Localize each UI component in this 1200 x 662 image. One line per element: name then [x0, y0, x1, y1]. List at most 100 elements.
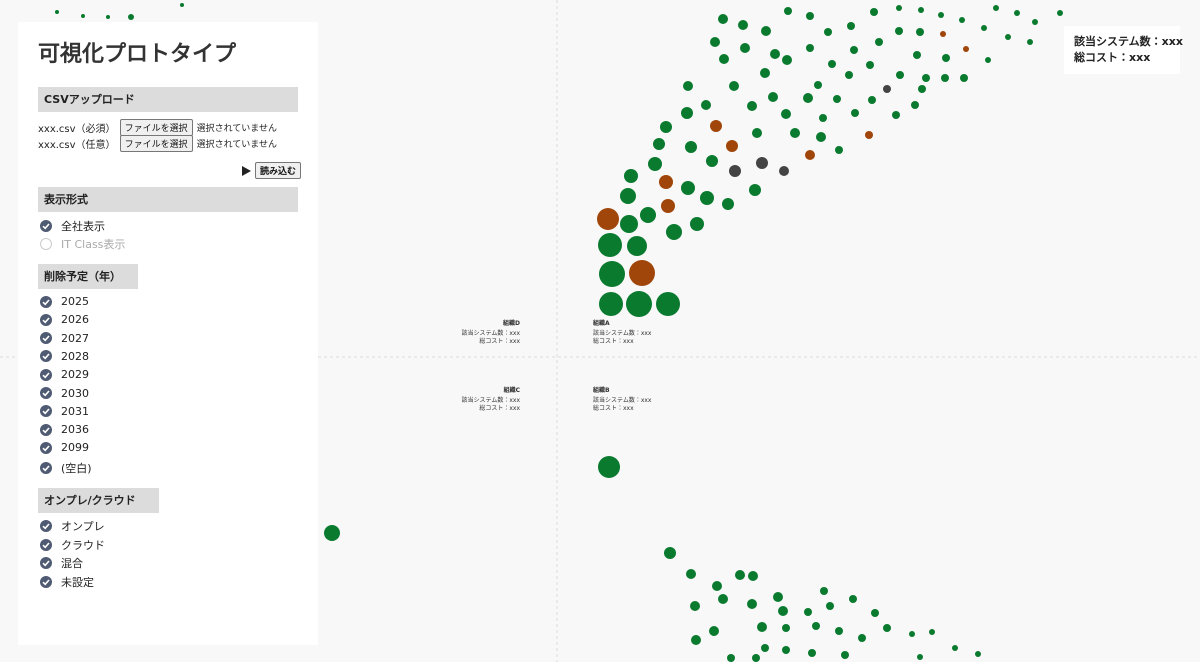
dot	[747, 599, 757, 609]
dot	[757, 622, 767, 632]
file-button[interactable]: ファイルを選択	[119, 119, 193, 136]
check-icon	[40, 461, 52, 474]
org-systems: 該当システム数：xxx	[593, 396, 652, 404]
dot	[666, 224, 682, 240]
dot	[1032, 19, 1038, 25]
icon-check	[42, 223, 50, 230]
summary-cost: 総コスト：xxx	[1074, 51, 1151, 64]
dot	[940, 31, 946, 37]
file-button[interactable]: ファイルを選択	[119, 135, 193, 152]
org-cost: 総コスト：xxx	[479, 404, 520, 412]
checkbox-option[interactable]: 2027	[40, 332, 89, 345]
file-status: 選択されていません	[196, 124, 278, 134]
icon-check	[42, 335, 50, 342]
radio-option[interactable]: IT Class表示	[40, 236, 125, 252]
check-icon	[40, 520, 52, 532]
dot	[938, 12, 944, 18]
load-button[interactable]: 読み込む	[255, 162, 302, 179]
dot	[824, 28, 832, 36]
section-header: 削除予定（年）	[38, 264, 138, 289]
dot	[917, 654, 923, 660]
checkbox-option[interactable]: 未設定	[40, 574, 94, 590]
dot	[761, 26, 771, 36]
dot	[683, 81, 693, 91]
dot	[952, 645, 958, 651]
org-label: 組織D	[502, 319, 520, 327]
dot	[735, 570, 745, 580]
side-panel: 可視化プロトタイプ CSVアップロード xxx.csv（必須） ファイルを選択 選択…	[18, 22, 318, 645]
dot	[782, 646, 790, 654]
dot	[719, 54, 729, 64]
checkbox-option[interactable]: 2025	[40, 295, 89, 308]
icon-fill	[40, 332, 52, 345]
checkbox-option[interactable]: (空白)	[40, 460, 92, 476]
dot	[709, 626, 719, 636]
dot	[749, 184, 761, 196]
dot	[896, 5, 902, 11]
dot	[909, 631, 915, 637]
checkbox-option[interactable]: 2030	[40, 387, 89, 400]
radio-option[interactable]: 全社表示	[40, 218, 105, 234]
option-label: (空白)	[61, 461, 92, 475]
dot	[726, 140, 738, 152]
dot	[729, 165, 741, 177]
icon-check	[42, 317, 50, 324]
dot	[752, 128, 762, 138]
checkbox-option[interactable]: オンプレ	[40, 518, 105, 534]
dot	[620, 215, 638, 233]
file-row: xxx.csv（任意） ファイルを選択 選択されていません	[38, 135, 277, 152]
org-label: 組織B	[592, 386, 610, 394]
dot	[770, 49, 780, 59]
dot	[804, 608, 812, 616]
checkbox-option[interactable]: 2031	[40, 405, 89, 418]
option-label: クラウド	[61, 538, 105, 552]
checkbox-option[interactable]: クラウド	[40, 537, 105, 553]
dot	[850, 46, 858, 54]
checkbox-option[interactable]: 2099	[40, 441, 89, 454]
dot	[664, 547, 676, 559]
dot	[805, 150, 815, 160]
org-label: 組織C	[503, 386, 521, 394]
option-label: 2030	[61, 386, 89, 400]
dot	[913, 51, 921, 59]
load-row: 読み込む	[242, 162, 302, 179]
checkbox-option[interactable]: 2029	[40, 368, 89, 381]
icon-fill	[40, 313, 52, 326]
icon-fill	[40, 220, 52, 232]
dot	[701, 100, 711, 110]
checkbox-option[interactable]: 2028	[40, 350, 89, 363]
check-icon	[40, 405, 52, 418]
section-header: 表示形式	[38, 187, 298, 212]
dot	[806, 12, 814, 20]
dot	[718, 594, 728, 604]
dot	[640, 207, 656, 223]
dot	[865, 131, 873, 139]
dot	[710, 120, 722, 132]
dot	[808, 649, 816, 657]
dot	[661, 199, 675, 213]
check-icon	[40, 557, 52, 569]
summary-box: 該当システム数：xxx 総コスト：xxx	[1064, 26, 1183, 74]
option-label: 2036	[61, 423, 89, 437]
check-icon	[40, 538, 52, 551]
checkbox-option[interactable]: 混合	[40, 555, 83, 571]
checkbox-option[interactable]: 2036	[40, 423, 89, 436]
icon-check	[42, 390, 50, 397]
org-systems: 該当システム数：xxx	[462, 396, 521, 404]
radio-icon	[40, 238, 52, 250]
dot	[653, 138, 665, 150]
dot	[942, 54, 950, 62]
icon-fill	[40, 350, 52, 363]
org-label: 組織A	[592, 319, 610, 327]
dot	[779, 166, 789, 176]
dot	[871, 609, 879, 617]
dot	[55, 10, 59, 14]
icon-check	[42, 465, 50, 472]
icon-check	[42, 353, 50, 360]
checkbox-option[interactable]: 2026	[40, 313, 89, 326]
dot	[985, 57, 991, 63]
dot	[180, 3, 184, 7]
icon-fill	[40, 575, 52, 588]
dot	[740, 43, 750, 53]
icon-check	[42, 298, 50, 305]
